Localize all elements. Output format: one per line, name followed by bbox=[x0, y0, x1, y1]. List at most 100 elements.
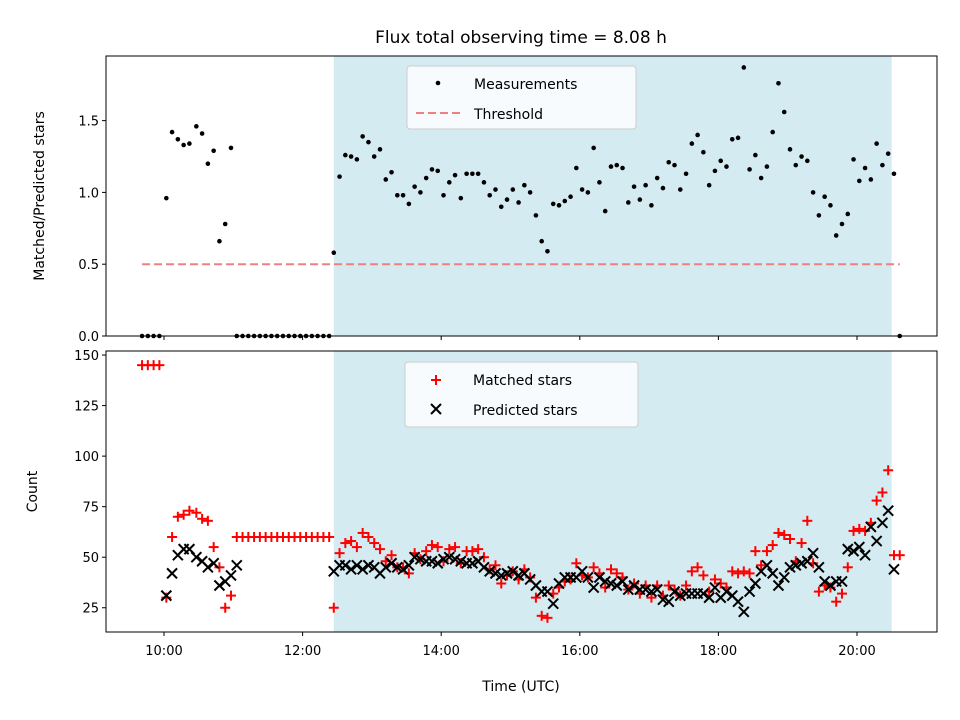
measurement-point bbox=[423, 175, 429, 181]
predicted-star-point bbox=[853, 541, 866, 553]
matched-star-point bbox=[184, 505, 195, 516]
measurement-point bbox=[348, 154, 354, 159]
predicted-star-point bbox=[772, 579, 785, 592]
matched-star-point bbox=[854, 523, 865, 534]
predicted-star-point bbox=[818, 575, 831, 588]
matched-star-point bbox=[154, 360, 165, 371]
measurement-point bbox=[568, 194, 573, 200]
matched-star-point bbox=[646, 592, 657, 603]
matched-star-point bbox=[779, 529, 790, 540]
measurement-points bbox=[139, 65, 903, 339]
matched-star-point bbox=[496, 578, 507, 589]
predicted-star-point bbox=[397, 563, 409, 576]
predicted-star-point bbox=[865, 521, 877, 533]
y-tick-label: 125 bbox=[74, 400, 99, 415]
matched-star-point bbox=[663, 580, 674, 591]
matched-star-point bbox=[197, 513, 208, 524]
measurement-point bbox=[880, 162, 885, 168]
matched-star-point bbox=[340, 538, 351, 549]
matched-star-point bbox=[860, 525, 871, 536]
y-tick-label: 50 bbox=[82, 551, 99, 566]
matched-star-point bbox=[208, 542, 219, 553]
predicted-star-point bbox=[870, 535, 883, 547]
measurement-point bbox=[654, 175, 660, 181]
y-tick-label: 0.0 bbox=[78, 330, 99, 345]
matched-star-point bbox=[214, 562, 225, 573]
matched-star-point bbox=[432, 542, 443, 553]
matched-star-point bbox=[750, 546, 761, 557]
matched-star-point bbox=[351, 542, 362, 553]
matched-star-point bbox=[225, 590, 236, 601]
measurement-point bbox=[412, 184, 417, 189]
measurement-point bbox=[862, 165, 868, 171]
measurement-point bbox=[360, 134, 365, 139]
matched-star-point bbox=[334, 548, 345, 559]
measurement-point bbox=[677, 187, 683, 192]
matched-star-point bbox=[848, 525, 859, 536]
matched-star-point bbox=[324, 531, 335, 542]
measurement-point bbox=[718, 158, 724, 164]
legend-measurements-label: Measurements bbox=[474, 77, 577, 93]
matched-star-point bbox=[692, 562, 703, 573]
measurement-point bbox=[429, 167, 435, 172]
measurement-point bbox=[764, 164, 770, 169]
predicted-star-point bbox=[720, 585, 733, 598]
measurement-point bbox=[585, 190, 591, 195]
legend-measurements-marker bbox=[435, 80, 441, 86]
predicted-star-point bbox=[380, 561, 392, 574]
measurement-point bbox=[741, 65, 747, 70]
measurement-point bbox=[187, 141, 192, 146]
matched-star-point bbox=[709, 574, 720, 585]
matched-star-point bbox=[600, 582, 611, 593]
predicted-star-point bbox=[709, 581, 721, 594]
measurement-point bbox=[891, 171, 897, 177]
predicted-star-point bbox=[697, 587, 710, 600]
predicted-star-point bbox=[622, 583, 635, 596]
predicted-star-point bbox=[385, 557, 398, 569]
predicted-star-point bbox=[582, 571, 594, 584]
measurement-point bbox=[770, 129, 775, 135]
predicted-star-point bbox=[611, 579, 623, 592]
measurement-point bbox=[683, 171, 689, 177]
predicted-star-point bbox=[587, 581, 600, 594]
measurement-point bbox=[758, 175, 764, 181]
bottom-panel: 10:00 12:00 14:00 16:00 18:00 20:00 25 50 75 100 1… bbox=[25, 349, 938, 695]
measurement-point bbox=[199, 131, 205, 136]
bottom-axis-ticks: 10:00 12:00 14:00 16:00 18:00 20:00 25 50 75 100 1… bbox=[74, 349, 876, 659]
matched-star-point bbox=[536, 610, 547, 621]
predicted-star-point bbox=[231, 559, 243, 571]
matched-star-point bbox=[767, 540, 778, 551]
matched-star-point bbox=[467, 546, 478, 557]
predicted-star-point bbox=[761, 559, 773, 571]
predicted-star-point bbox=[403, 559, 415, 571]
measurement-point bbox=[371, 154, 377, 159]
x-axis-label: Time (UTC) bbox=[481, 679, 559, 695]
measurement-point bbox=[793, 162, 799, 168]
measurement-point bbox=[194, 124, 199, 129]
legend-matched-marker bbox=[431, 375, 441, 385]
measurement-point bbox=[228, 145, 234, 151]
x-tick-label: 20:00 bbox=[838, 644, 875, 659]
predicted-star-point bbox=[339, 559, 352, 571]
measurement-point bbox=[724, 164, 729, 169]
matched-star-point bbox=[161, 592, 172, 603]
predicted-star-point bbox=[743, 585, 756, 598]
matched-star-point bbox=[202, 515, 213, 526]
measurement-point bbox=[845, 211, 851, 217]
measurement-point bbox=[631, 184, 637, 189]
legend-predicted-marker bbox=[430, 403, 442, 415]
measurement-point bbox=[331, 250, 337, 256]
measurement-point bbox=[487, 192, 493, 198]
matched-star-point bbox=[403, 568, 414, 579]
measurement-point bbox=[377, 147, 383, 152]
predicted-star-point bbox=[668, 585, 681, 598]
predicted-star-point bbox=[876, 517, 889, 529]
predicted-star-point bbox=[225, 569, 237, 582]
measurement-point bbox=[527, 190, 533, 195]
matched-star-point bbox=[374, 544, 385, 555]
predicted-star-point bbox=[732, 595, 744, 608]
predicted-star-point bbox=[478, 561, 490, 574]
y-tick-label: 150 bbox=[74, 349, 99, 364]
measurement-point bbox=[400, 192, 406, 198]
